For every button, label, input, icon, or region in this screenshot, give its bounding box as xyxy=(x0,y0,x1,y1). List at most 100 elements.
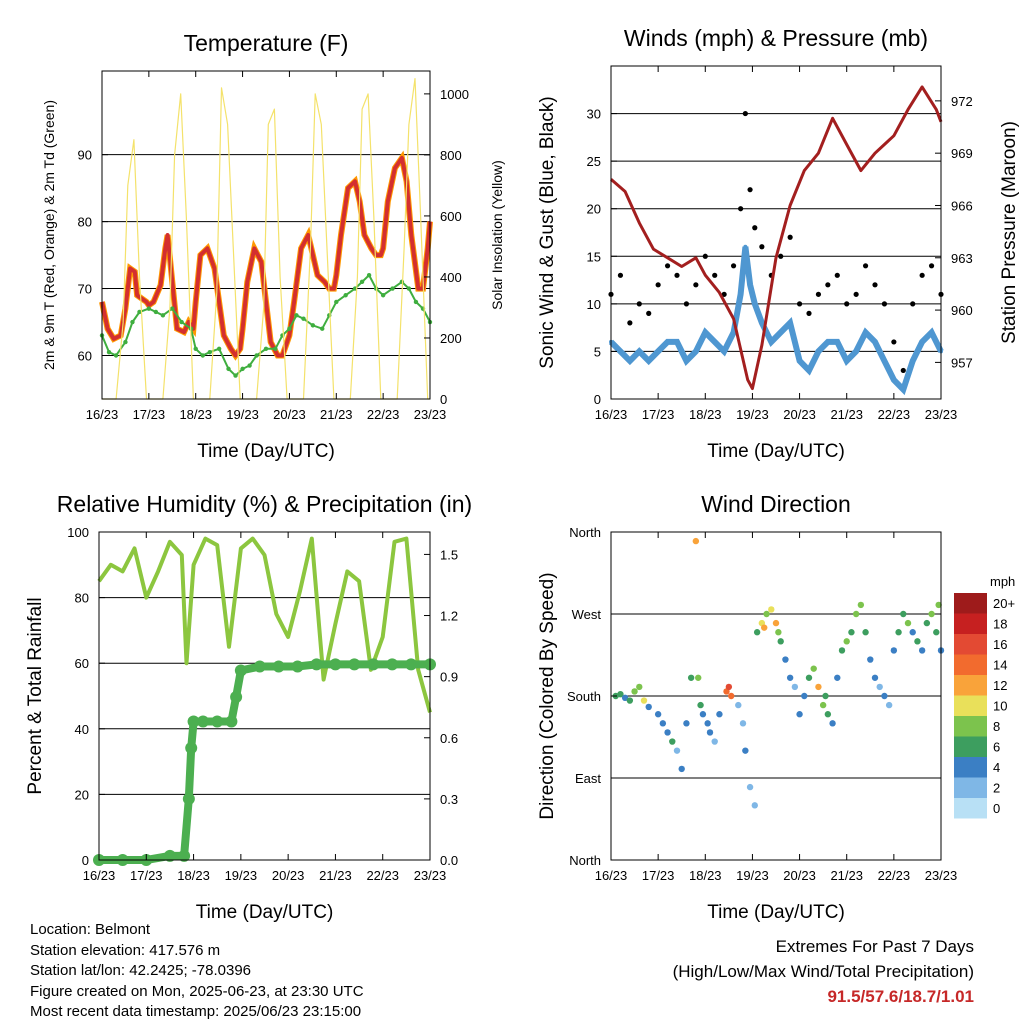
point-gust xyxy=(806,310,812,316)
direction-point xyxy=(621,694,629,702)
point-gust xyxy=(702,253,708,259)
direction-point xyxy=(777,638,784,645)
point-gust xyxy=(627,320,633,326)
extremes-values: 91.5/57.6/18.7/1.01 xyxy=(827,987,974,1006)
y-tick-right-label: 969 xyxy=(951,146,973,161)
direction-point xyxy=(801,692,808,700)
point-gust xyxy=(747,187,753,193)
y-tick-label: East xyxy=(575,771,601,786)
direction-point xyxy=(918,647,926,654)
point-wind xyxy=(882,358,887,363)
y-tick-right-label: 200 xyxy=(440,331,462,346)
legend-swatch xyxy=(954,757,987,778)
y-tick-right-label: 800 xyxy=(440,148,462,163)
legend-swatch xyxy=(954,654,987,675)
direction-point xyxy=(819,701,827,709)
direction-point xyxy=(829,720,836,727)
direction-point xyxy=(678,765,685,773)
station-location: Location: Belmont xyxy=(30,921,151,938)
chart-title: Winds (mph) & Pressure (mb) xyxy=(624,25,928,51)
direction-point xyxy=(697,701,704,709)
direction-point xyxy=(735,701,742,709)
y-tick-right-label: 1000 xyxy=(440,87,469,102)
y-axis-label: Direction (Colored By Speed) xyxy=(537,572,558,819)
chart-title: Temperature (F) xyxy=(184,30,349,56)
y-tick-label: North xyxy=(569,525,601,540)
point-gust xyxy=(796,301,803,307)
direction-point xyxy=(838,647,846,654)
x-tick-label: 20/23 xyxy=(273,407,306,422)
point-wind xyxy=(778,330,783,335)
point-gust xyxy=(655,282,661,288)
point-gust xyxy=(900,367,906,374)
legend-swatch xyxy=(954,593,987,614)
figure-created: Figure created on Mon, 2025-06-23, at 23… xyxy=(30,982,364,1000)
legend-label: 0 xyxy=(993,801,1000,816)
direction-point xyxy=(617,690,624,698)
y-tick-label: 100 xyxy=(67,525,89,540)
point-wind xyxy=(637,349,642,354)
chart-title: Relative Humidity (%) & Precipitation (i… xyxy=(57,491,472,517)
point-wind xyxy=(807,368,811,373)
point-gust xyxy=(891,339,897,345)
point-wind xyxy=(675,339,679,344)
y-tick-label: 20 xyxy=(75,787,89,802)
y-tick-label: 80 xyxy=(75,591,89,606)
x-tick-label: 19/23 xyxy=(225,868,258,883)
plot-frame xyxy=(610,65,942,400)
direction-point xyxy=(796,711,803,718)
x-tick-label: 18/23 xyxy=(179,407,212,422)
direction-point xyxy=(753,629,761,636)
y-tick-label: 80 xyxy=(78,215,92,230)
direction-point xyxy=(885,701,893,709)
direction-point xyxy=(728,692,735,700)
station-latlon: Station lat/lon: 42.2425; -78.0396 xyxy=(30,962,252,979)
y-tick-label: 15 xyxy=(587,249,601,264)
y-axis-label: Percent & Total Rainfall xyxy=(25,597,46,794)
y-axis-label-right: Solar Insolation (Yellow) xyxy=(489,160,505,310)
point-wind xyxy=(929,330,934,335)
x-tick-label: 23/23 xyxy=(925,407,958,422)
x-tick-label: 18/23 xyxy=(177,868,210,883)
direction-point xyxy=(772,619,780,627)
direction-point xyxy=(687,674,695,681)
y-tick-label: 30 xyxy=(587,107,601,122)
direction-point xyxy=(782,656,789,663)
direction-point xyxy=(664,729,671,736)
y-tick-right-label: 963 xyxy=(951,251,973,266)
point-gust xyxy=(862,263,869,269)
direction-point xyxy=(895,629,902,636)
direction-point xyxy=(786,674,794,681)
x-tick-label: 16/23 xyxy=(595,868,628,883)
direction-point xyxy=(706,729,714,736)
point-gust xyxy=(664,263,671,269)
series-line-pressure xyxy=(610,85,943,390)
y-tick-label: 60 xyxy=(75,656,89,671)
y-tick-right-label: 600 xyxy=(440,209,462,224)
point-wind xyxy=(693,349,698,354)
legend-label: 16 xyxy=(993,637,1007,652)
direction-point xyxy=(654,711,662,718)
legend-label: 12 xyxy=(993,678,1007,693)
plot-frame xyxy=(101,70,431,400)
extremes-box: Extremes For Past 7 Days (High/Low/Max W… xyxy=(673,934,974,1009)
series-line-temp xyxy=(100,156,432,358)
station-info: Location: Belmont Station elevation: 417… xyxy=(30,920,364,1023)
point-gust xyxy=(712,272,718,278)
point-gust xyxy=(919,272,925,278)
x-tick-label: 16/23 xyxy=(83,868,116,883)
point-gust xyxy=(693,282,699,288)
point-gust xyxy=(721,291,727,297)
x-tick-label: 20/23 xyxy=(783,868,816,883)
x-tick-label: 17/23 xyxy=(133,407,166,422)
legend-swatch xyxy=(954,675,987,696)
x-tick-label: 22/23 xyxy=(878,868,911,883)
point-gust xyxy=(674,272,680,278)
series-line-rh xyxy=(97,536,432,713)
winds-panel: 16/23 17/23 18/23 19/23 20/23 21/23 22/23 23/23… xyxy=(537,25,1020,462)
y-tick-label: 25 xyxy=(587,154,601,169)
x-tick-label: 22/23 xyxy=(367,407,400,422)
wind_direction-panel: 16/23 17/23 18/23 19/23 20/23 21/23 22/23 23/23… xyxy=(537,491,1015,923)
direction-point xyxy=(909,629,916,636)
